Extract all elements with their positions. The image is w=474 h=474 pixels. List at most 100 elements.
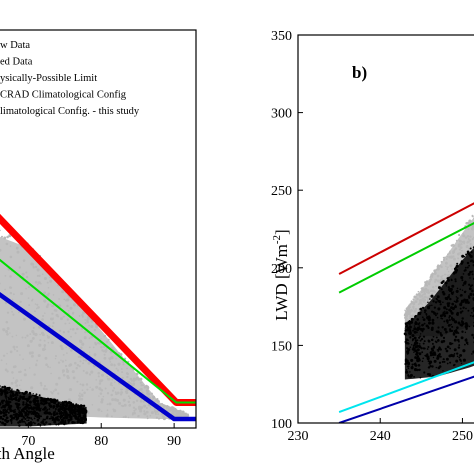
scatter-point xyxy=(469,253,472,256)
y-tick-label: 350 xyxy=(271,29,292,44)
scatter-point xyxy=(18,391,21,394)
scatter-point xyxy=(431,304,433,307)
scatter-point xyxy=(7,400,11,404)
scatter-point xyxy=(76,417,80,421)
scatter-point xyxy=(11,371,14,374)
scatter-point xyxy=(62,331,66,334)
scatter-point xyxy=(13,348,16,351)
scatter-point xyxy=(90,324,94,329)
scatter-point xyxy=(83,391,86,395)
scatter-point xyxy=(62,409,64,411)
scatter-cloud-body xyxy=(404,247,474,380)
scatter-point xyxy=(437,299,440,303)
scatter-point xyxy=(404,309,406,311)
scatter-point xyxy=(8,391,11,394)
scatter-point xyxy=(168,406,171,409)
scatter-point xyxy=(445,285,448,287)
scatter-point xyxy=(43,384,47,388)
scatter-point xyxy=(417,290,420,293)
scatter-point xyxy=(10,307,13,310)
y-axis-label: LWD [Wm-2] xyxy=(271,229,291,320)
scatter-point xyxy=(118,401,122,405)
y-axis-label-superscript: -2 xyxy=(271,235,283,244)
scatter-point xyxy=(43,400,46,403)
scatter-point xyxy=(2,328,5,331)
scatter-point xyxy=(26,413,30,416)
scatter-point xyxy=(68,322,71,325)
scatter-point xyxy=(437,264,440,267)
scatter-point xyxy=(30,390,33,393)
scatter-point xyxy=(32,393,34,395)
scatter-point xyxy=(460,294,463,296)
scatter-point xyxy=(431,342,434,345)
scatter-point xyxy=(45,363,48,367)
scatter-point xyxy=(75,410,78,413)
scatter-point xyxy=(437,350,440,352)
scatter-point xyxy=(430,328,434,331)
scatter-point xyxy=(406,365,409,368)
scatter-point xyxy=(47,365,50,368)
scatter-point xyxy=(82,356,84,359)
scatter-point xyxy=(428,321,431,325)
scatter-point xyxy=(58,304,62,308)
scatter-point xyxy=(422,342,425,345)
scatter-point xyxy=(461,289,464,291)
scatter-point xyxy=(405,338,409,341)
scatter-point xyxy=(413,325,416,327)
scatter-point xyxy=(455,239,458,242)
scatter-point xyxy=(33,422,36,425)
scatter-point xyxy=(42,418,45,420)
scatter-point xyxy=(41,318,44,321)
scatter-point xyxy=(104,387,107,390)
scatter-point xyxy=(86,318,89,321)
scatter-point xyxy=(155,410,159,413)
scatter-point xyxy=(59,417,62,420)
scatter-point xyxy=(22,403,25,406)
scatter-point xyxy=(5,399,8,401)
scatter-point xyxy=(67,421,70,424)
scatter-point xyxy=(11,311,13,313)
scatter-point xyxy=(55,423,58,426)
scatter-point xyxy=(453,348,457,352)
scatter-point xyxy=(460,276,464,280)
scatter-point xyxy=(106,403,109,406)
scatter-point xyxy=(46,411,49,414)
scatter-point xyxy=(421,330,424,333)
scatter-point xyxy=(456,262,459,265)
scatter-point xyxy=(409,346,412,349)
scatter-point xyxy=(436,356,440,360)
scatter-point xyxy=(19,388,22,391)
scatter-point xyxy=(26,334,29,337)
scatter-point xyxy=(69,414,72,417)
scatter-point xyxy=(414,364,418,367)
scatter-point xyxy=(94,342,98,346)
scatter-point xyxy=(140,406,144,409)
scatter-point xyxy=(417,303,420,306)
scatter-point xyxy=(55,382,59,386)
scatter-point xyxy=(19,396,22,399)
scatter-point xyxy=(422,318,426,321)
scatter-point xyxy=(22,392,26,396)
scatter-point xyxy=(81,313,84,317)
scatter-point xyxy=(458,344,461,347)
scatter-point xyxy=(32,265,35,268)
scatter-point xyxy=(442,313,445,316)
scatter-point xyxy=(76,408,78,411)
scatter-point xyxy=(40,421,43,424)
scatter-point xyxy=(413,375,416,378)
scatter-point xyxy=(84,417,87,421)
scatter-point xyxy=(47,335,51,339)
scatter-point xyxy=(5,416,9,420)
scatter-point xyxy=(81,416,83,419)
scatter-point xyxy=(422,357,425,360)
scatter-point xyxy=(167,405,170,408)
scatter-point xyxy=(440,275,443,279)
scatter-point xyxy=(113,386,115,389)
scatter-point xyxy=(471,308,473,310)
scatter-point xyxy=(458,356,461,359)
scatter-point xyxy=(4,288,6,291)
scatter-point xyxy=(415,341,419,345)
scatter-point xyxy=(454,304,457,306)
scatter-point xyxy=(426,317,429,320)
scatter-point xyxy=(90,370,94,374)
